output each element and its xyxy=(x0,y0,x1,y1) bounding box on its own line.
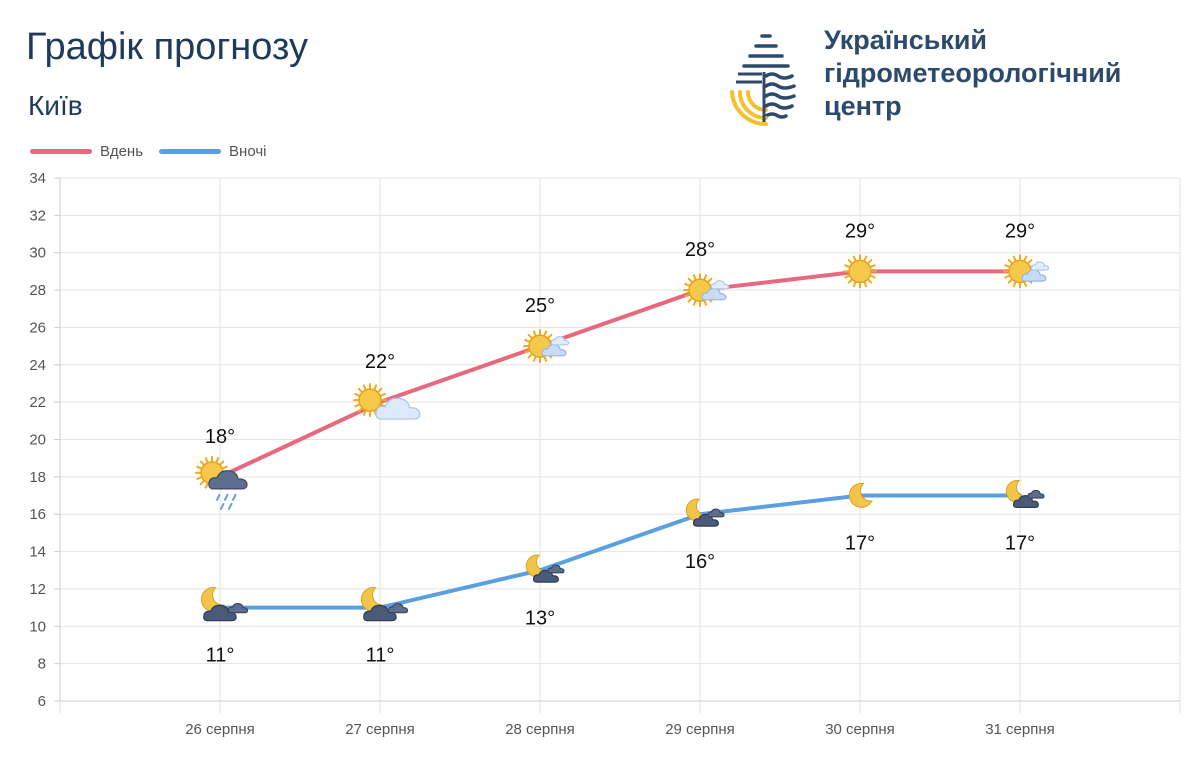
legend-item-day[interactable]: Вдень xyxy=(30,143,143,160)
x-tick-label: 28 серпня xyxy=(505,721,575,738)
y-tick-label: 18 xyxy=(29,469,46,486)
y-tick-label: 26 xyxy=(29,319,46,336)
legend-label-night: Вночі xyxy=(229,143,267,160)
day-temp-label: 29° xyxy=(845,220,875,242)
day-temp-label: 25° xyxy=(525,295,555,317)
day-temp-label: 28° xyxy=(685,239,715,261)
moon-small-cloud-icon xyxy=(525,554,565,583)
x-tick-label: 29 серпня xyxy=(665,721,735,738)
org-line-3: центр xyxy=(824,91,902,121)
legend-label-day: Вдень xyxy=(100,143,144,160)
x-tick-label: 27 серпня xyxy=(345,721,415,738)
org-line-2: гідрометеорологічний xyxy=(824,58,1122,88)
x-tick-label: 30 серпня xyxy=(825,721,895,738)
y-tick-label: 20 xyxy=(29,432,46,449)
y-tick-label: 22 xyxy=(29,394,46,411)
night-temp-label: 11° xyxy=(206,645,235,667)
night-temp-label: 17° xyxy=(1005,533,1035,555)
moon-cloud-icon xyxy=(200,586,249,622)
y-tick-label: 16 xyxy=(29,506,46,523)
water-drop-logo-icon xyxy=(730,26,801,126)
organization-name: Український гідрометеорологічний центр xyxy=(824,24,1121,123)
night-temp-label: 16° xyxy=(685,551,715,573)
day-temp-label: 22° xyxy=(365,351,395,373)
chart-legend: Вдень Вночі xyxy=(30,143,282,160)
legend-item-night[interactable]: Вночі xyxy=(159,143,266,160)
city-name: Київ xyxy=(28,90,83,121)
sun-icon xyxy=(843,254,877,289)
y-tick-label: 6 xyxy=(38,693,46,710)
sun-rain-cloud-icon xyxy=(195,455,248,510)
x-tick-label: 31 серпня xyxy=(985,721,1055,738)
sun-small-cloud-icon xyxy=(683,273,730,308)
legend-swatch-night xyxy=(159,149,222,154)
night-temp-label: 17° xyxy=(845,533,875,555)
day-series-line xyxy=(218,269,1022,479)
y-tick-label: 34 xyxy=(29,170,46,187)
y-tick-label: 12 xyxy=(29,581,46,598)
day-temp-label: 18° xyxy=(205,426,235,448)
legend-swatch-day xyxy=(30,149,92,154)
y-tick-label: 24 xyxy=(29,357,46,374)
night-temp-label: 11° xyxy=(366,645,395,667)
y-tick-label: 32 xyxy=(29,207,46,224)
y-tick-label: 28 xyxy=(29,282,46,299)
moon-small-cloud-icon xyxy=(685,498,725,527)
moon-small-cloud-icon xyxy=(1005,479,1045,509)
y-tick-label: 10 xyxy=(29,618,46,635)
page-title: Графік прогнозу xyxy=(26,26,308,68)
sun-cloud-icon xyxy=(353,383,421,420)
x-tick-label: 26 серпня xyxy=(185,721,255,738)
y-tick-label: 14 xyxy=(29,544,46,561)
moon-cloud-icon xyxy=(360,586,409,622)
night-series-line xyxy=(218,493,1022,610)
sun-small-cloud-icon xyxy=(1003,254,1050,289)
sun-small-cloud-icon xyxy=(523,329,570,364)
y-tick-label: 8 xyxy=(38,656,46,673)
night-temp-label: 13° xyxy=(525,607,555,629)
day-temp-label: 29° xyxy=(1005,220,1035,242)
org-line-1: Український xyxy=(824,25,988,55)
moon-icon xyxy=(848,482,873,508)
y-tick-label: 30 xyxy=(29,245,46,262)
